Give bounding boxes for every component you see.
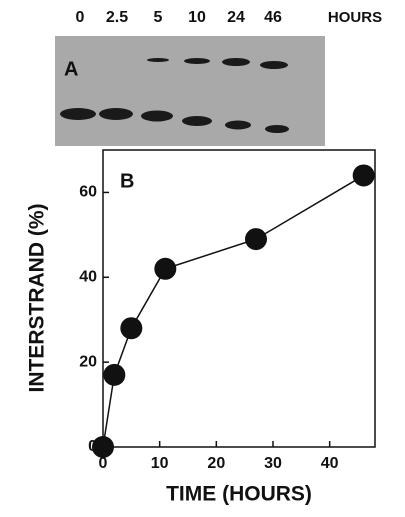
lane-label: 2.5 [106, 9, 128, 26]
y-tick-label: 40 [79, 269, 97, 286]
panel-label: A [64, 58, 78, 80]
data-point [245, 228, 267, 250]
x-tick-label: 10 [151, 455, 169, 472]
lane-label: 10 [188, 9, 206, 26]
lane-label: 5 [154, 9, 163, 26]
x-tick-label: 40 [321, 455, 339, 472]
data-point [154, 258, 176, 280]
plot-frame [103, 150, 375, 447]
lane-unit: HOURS [328, 9, 382, 26]
lane-label: 24 [227, 9, 245, 26]
series-line [103, 175, 364, 447]
y-axis-title: INTERSTRAND (%) [26, 204, 49, 393]
panel-label: B [120, 170, 134, 192]
lane-label: 46 [264, 9, 282, 26]
y-tick-label: 60 [79, 184, 97, 201]
figure: A HOURS B TIME (HOURS) INTERSTRAND (%) 0… [0, 0, 405, 517]
data-point [103, 364, 125, 386]
data-point [353, 164, 375, 186]
lane-label: 0 [76, 9, 85, 26]
x-tick-label: 30 [264, 455, 282, 472]
data-point [92, 436, 114, 458]
x-tick-label: 20 [207, 455, 225, 472]
data-point [120, 317, 142, 339]
y-tick-label: 20 [79, 353, 97, 370]
x-axis-title: TIME (HOURS) [166, 483, 312, 506]
gel-image [55, 36, 325, 146]
